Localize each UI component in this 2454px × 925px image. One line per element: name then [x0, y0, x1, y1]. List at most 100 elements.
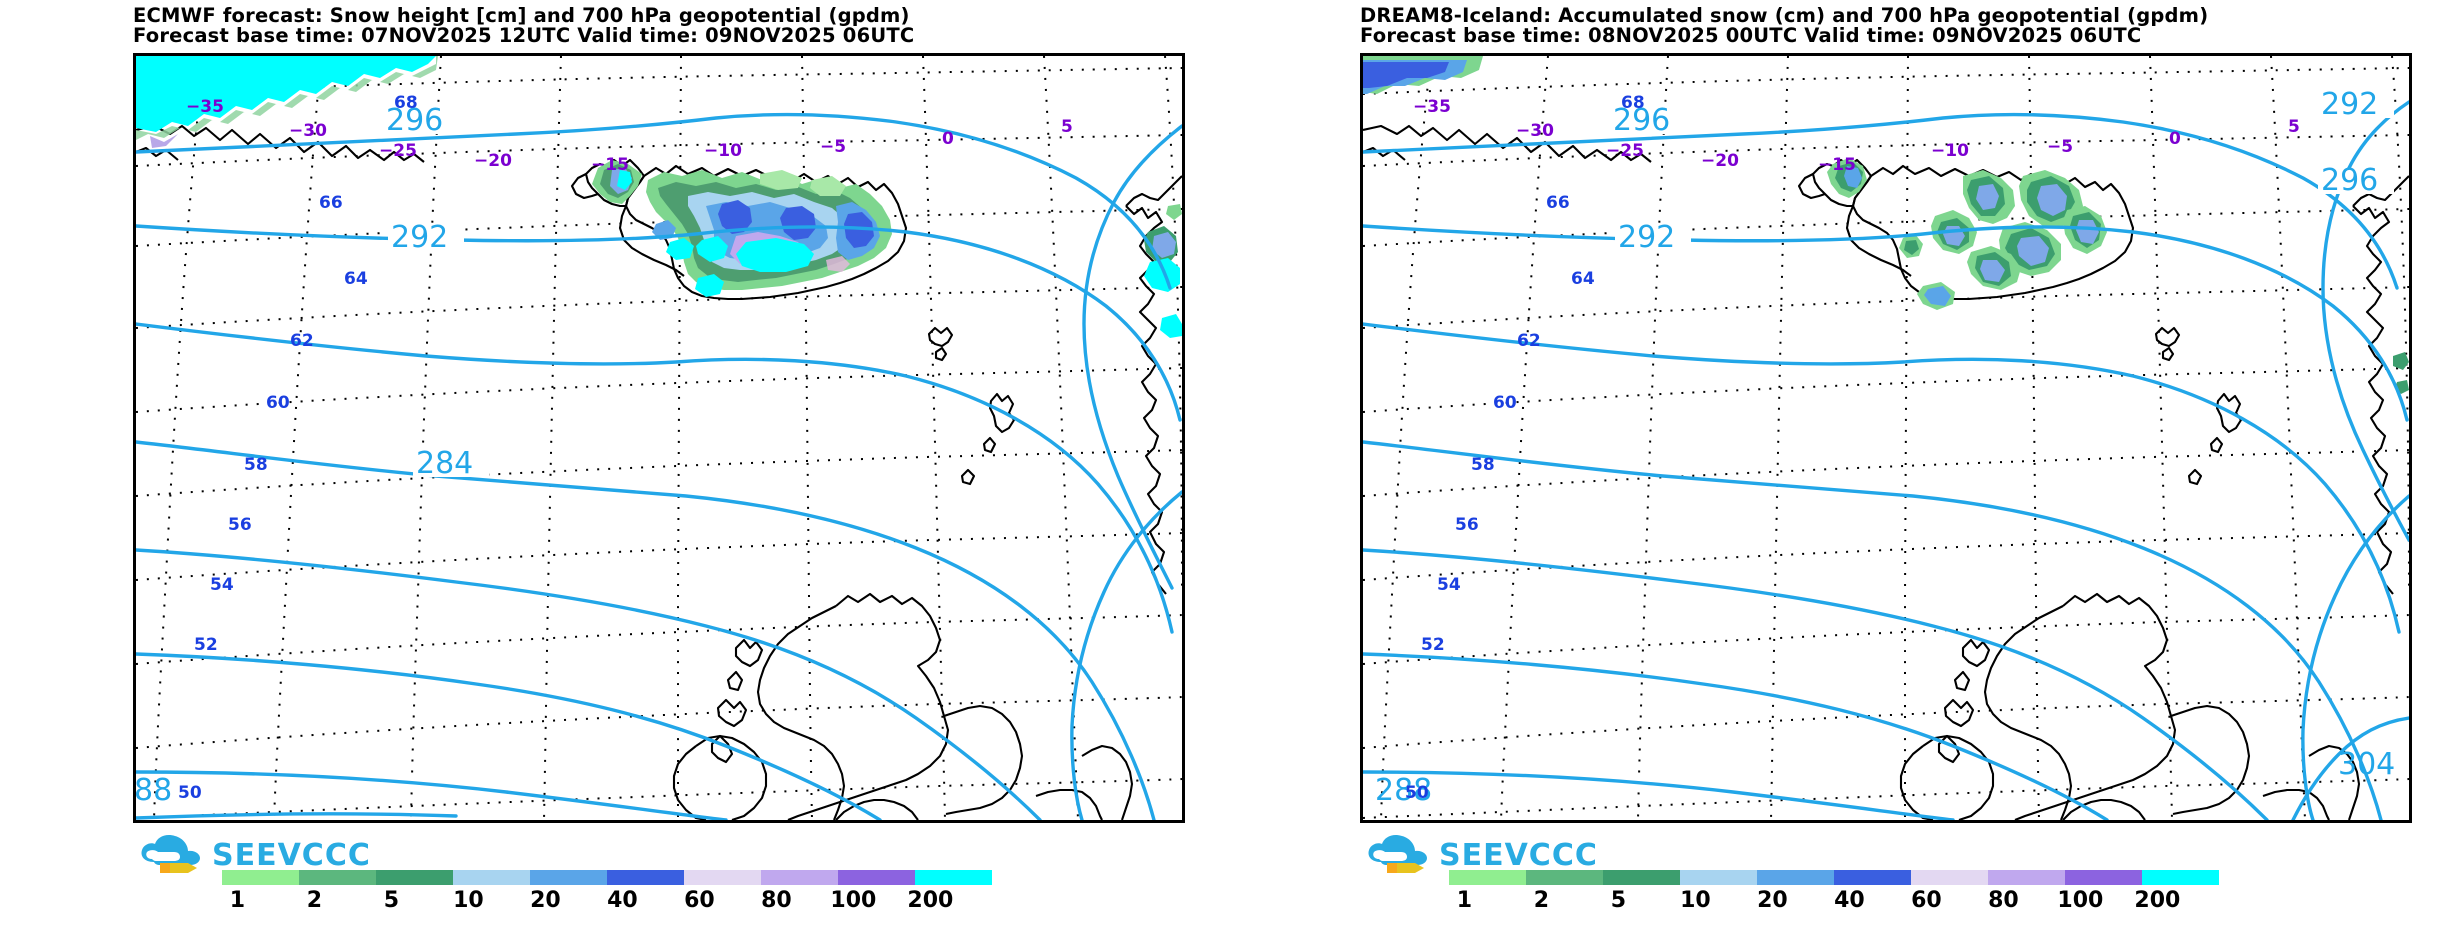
colorbar-tick: 100: [830, 888, 877, 913]
svg-text:56: 56: [228, 515, 252, 535]
svg-text:68: 68: [1621, 93, 1645, 113]
colorbar-tick: 40: [607, 888, 638, 913]
colorbar-swatch: [1526, 870, 1603, 885]
svg-text:60: 60: [266, 393, 290, 413]
colorbar-swatch: [684, 870, 761, 885]
colorbar-swatch: [915, 870, 992, 885]
panel-ecmwf: ECMWF forecast: Snow height [cm] and 700…: [133, 4, 1185, 916]
cloud-icon: [141, 834, 200, 873]
logo-svg: SEEVCCC: [141, 834, 371, 873]
svg-text:5: 5: [2288, 117, 2300, 137]
snow-shading-dream8: [1363, 56, 2409, 394]
svg-text:62: 62: [1517, 331, 1541, 351]
colorbar-tick: 60: [1911, 888, 1942, 913]
colorbar-swatches: [222, 870, 992, 885]
svg-text:292: 292: [2321, 87, 2378, 122]
seevccc-logo-right: SEEVCCC: [1365, 832, 1665, 874]
colorbar-tick: 5: [1610, 888, 1627, 913]
colorbar-swatch: [453, 870, 530, 885]
seevccc-logo-left: SEEVCCC: [138, 832, 438, 874]
svg-text:−25: −25: [379, 141, 417, 161]
colorbar-swatch: [1680, 870, 1757, 885]
logo-text: SEEVCCC: [212, 838, 371, 873]
svg-text:50: 50: [178, 783, 202, 803]
svg-text:0: 0: [2169, 129, 2181, 149]
svg-text:54: 54: [1437, 575, 1461, 595]
longitude-labels: −35 −30 −25 −20 −15 −10 −5 0 5: [186, 97, 1073, 175]
svg-text:−25: −25: [1606, 141, 1644, 161]
svg-text:5: 5: [1061, 117, 1073, 137]
colorbar-ticks: 1 2 5 10 20 40 60 80 100 200: [222, 888, 992, 914]
svg-text:88: 88: [136, 773, 172, 808]
svg-text:54: 54: [210, 575, 234, 595]
coastlines: [1363, 124, 2409, 820]
svg-text:−35: −35: [1413, 97, 1451, 117]
svg-text:−30: −30: [1516, 121, 1554, 141]
svg-text:−10: −10: [704, 141, 742, 161]
svg-text:296: 296: [2321, 163, 2378, 198]
svg-text:−5: −5: [2047, 137, 2073, 157]
panel-title-dream8: DREAM8-Iceland: Accumulated snow (cm) an…: [1360, 6, 2450, 46]
colorbar-swatch: [530, 870, 607, 885]
cloud-icon: [1368, 834, 1427, 873]
svg-text:−5: −5: [820, 137, 846, 157]
contour-value-labels: 296 292 284 88: [136, 103, 489, 808]
panel-title-line1: ECMWF forecast: Snow height [cm] and 700…: [133, 4, 910, 27]
colorbar-left: 1 2 5 10 20 40 60 80 100 200: [222, 870, 992, 916]
svg-text:58: 58: [1471, 455, 1495, 475]
svg-text:288: 288: [1375, 773, 1432, 808]
colorbar-swatch: [607, 870, 684, 885]
logo-text: SEEVCCC: [1439, 838, 1598, 873]
svg-text:292: 292: [391, 220, 448, 255]
colorbar-swatch: [1988, 870, 2065, 885]
colorbar-tick: 100: [2057, 888, 2104, 913]
map-svg-ecmwf: 296 292 284 88 −35 −30 −25 −20 −15 −10 −…: [136, 56, 1182, 820]
svg-text:−15: −15: [1818, 155, 1856, 175]
panel-dream8: DREAM8-Iceland: Accumulated snow (cm) an…: [1227, 0, 2454, 925]
map-canvas-dream8[interactable]: 296 292 292 296 288 304 −35 −30 −25 −20 …: [1360, 53, 2412, 823]
latitude-labels: 68 66 64 62 60 58 56 54 52 50: [1405, 93, 1645, 803]
svg-text:304: 304: [2338, 747, 2395, 782]
colorbar-swatch: [1911, 870, 1988, 885]
svg-text:62: 62: [290, 331, 314, 351]
svg-text:296: 296: [1613, 103, 1670, 138]
colorbar-swatch: [299, 870, 376, 885]
colorbar-swatch: [761, 870, 838, 885]
colorbar-ticks: 1 2 5 10 20 40 60 80 100 200: [1449, 888, 2219, 914]
svg-text:50: 50: [1405, 783, 1429, 803]
colorbar-tick: 80: [1988, 888, 2019, 913]
colorbar-tick: 60: [684, 888, 715, 913]
svg-text:52: 52: [194, 635, 218, 655]
contour-value-labels: 296 292 292 296 288 304: [1375, 87, 2395, 808]
svg-text:−30: −30: [289, 121, 327, 141]
svg-text:60: 60: [1493, 393, 1517, 413]
snow-shading-ecmwf: [136, 56, 1182, 338]
colorbar-tick: 1: [1456, 888, 1473, 913]
geopotential-contours: [136, 112, 1182, 820]
colorbar-tick: 200: [2134, 888, 2181, 913]
colorbar-tick: 40: [1834, 888, 1865, 913]
latitude-labels: 68 66 64 62 60 58 56 54 52 50: [178, 93, 418, 803]
map-canvas-ecmwf[interactable]: 296 292 284 88 −35 −30 −25 −20 −15 −10 −…: [133, 53, 1185, 823]
svg-text:296: 296: [386, 103, 443, 138]
colorbar-swatch: [1603, 870, 1680, 885]
colorbar-swatch: [1757, 870, 1834, 885]
colorbar-tick: 1: [229, 888, 246, 913]
colorbar-tick: 2: [306, 888, 323, 913]
colorbar-swatches: [1449, 870, 2219, 885]
colorbar-tick: 10: [453, 888, 484, 913]
colorbar-right: 1 2 5 10 20 40 60 80 100 200: [1449, 870, 2219, 916]
svg-text:−20: −20: [1701, 151, 1739, 171]
svg-text:64: 64: [344, 269, 368, 289]
svg-text:58: 58: [244, 455, 268, 475]
svg-text:−35: −35: [186, 97, 224, 117]
colorbar-swatch: [2142, 870, 2219, 885]
colorbar-swatch: [1834, 870, 1911, 885]
svg-text:−20: −20: [474, 151, 512, 171]
colorbar-tick: 5: [383, 888, 400, 913]
svg-text:66: 66: [319, 193, 343, 213]
colorbar-swatch: [222, 870, 299, 885]
colorbar-tick: 80: [761, 888, 792, 913]
colorbar-swatch: [2065, 870, 2142, 885]
